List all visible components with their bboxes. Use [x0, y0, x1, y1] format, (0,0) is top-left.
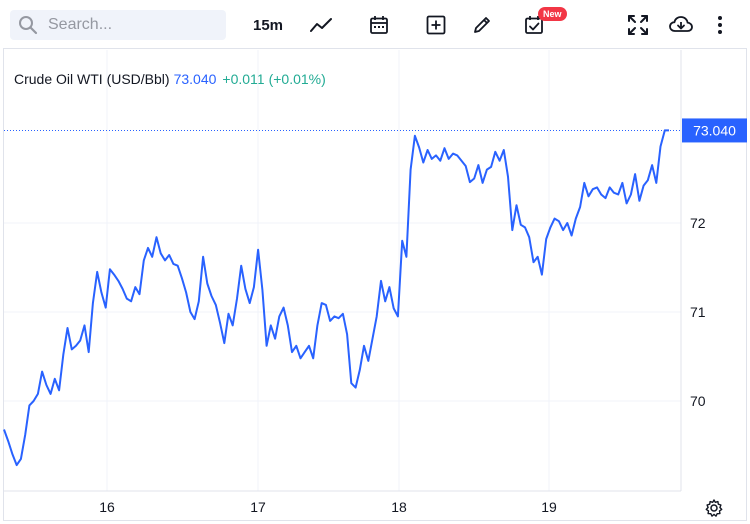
- search-box[interactable]: [10, 10, 226, 40]
- last-price-tag: [682, 118, 747, 143]
- y-tick-label: 70: [690, 393, 706, 409]
- fullscreen-button[interactable]: [623, 9, 653, 41]
- x-tick-label: 18: [391, 499, 407, 515]
- last-price-label: 73.040: [693, 122, 736, 138]
- chart-type-button[interactable]: [306, 9, 336, 41]
- cloud-download-icon: [669, 16, 693, 32]
- calendar-icon: [370, 16, 388, 34]
- add-indicator-icon: [426, 15, 446, 35]
- draw-button[interactable]: [467, 9, 497, 41]
- settings-gear-icon[interactable]: [705, 499, 723, 517]
- chart-frame: [3, 3, 747, 521]
- fullscreen-icon: [628, 15, 648, 35]
- y-tick-label: 71: [690, 304, 706, 320]
- chart-legend: Crude Oil WTI (USD/Bbl) 73.040 +0.011 (+0.0…: [14, 71, 326, 87]
- draw-pencil-icon: [474, 17, 490, 33]
- x-tick-label: 16: [99, 499, 115, 515]
- more-vertical-icon: [718, 16, 722, 34]
- more-button[interactable]: [708, 9, 732, 41]
- date-range-button[interactable]: [364, 9, 394, 41]
- search-input[interactable]: [46, 15, 220, 35]
- add-indicator-button[interactable]: [421, 9, 451, 41]
- y-tick-label: 72: [690, 215, 706, 231]
- legend-symbol: Crude Oil WTI (USD/Bbl): [14, 71, 170, 87]
- interval-button[interactable]: 15m: [252, 16, 284, 34]
- new-badge: New: [538, 7, 567, 21]
- legend-price: 73.040: [173, 71, 217, 87]
- download-button[interactable]: [665, 9, 697, 41]
- legend-change-pct: (+0.01%): [268, 71, 326, 87]
- line-chart-icon: [310, 18, 332, 32]
- price-series-line: [3, 129, 669, 467]
- x-tick-label: 19: [541, 499, 557, 515]
- legend-change: +0.011: [222, 71, 265, 87]
- search-icon: [19, 16, 38, 35]
- x-tick-label: 17: [250, 499, 266, 515]
